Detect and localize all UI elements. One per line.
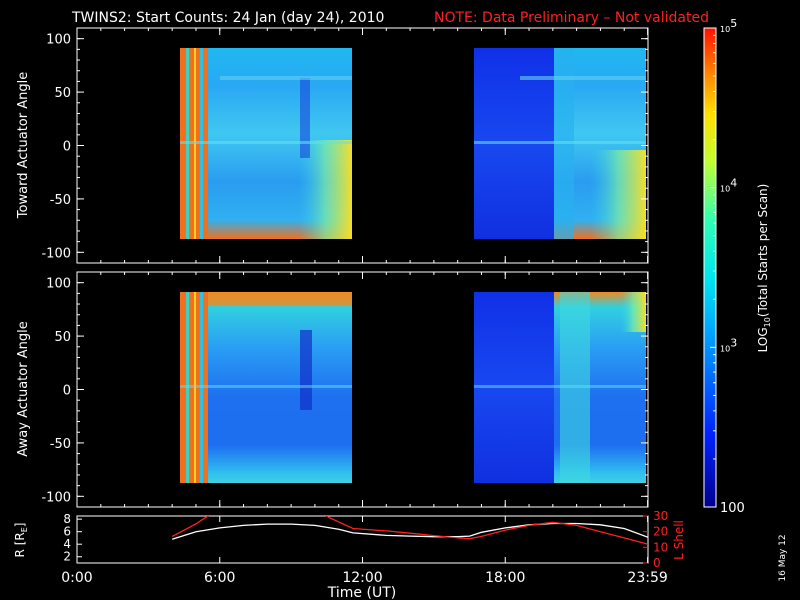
lshell-line (325, 516, 648, 545)
colorbar-label: LOG10(Total Starts per Scan) (756, 184, 772, 353)
orbit-y-label-end: ] (13, 523, 27, 528)
away-heatmap (180, 292, 646, 483)
away-y-label: Away Actuator Angle (16, 321, 31, 456)
colorbar-label-end: (Total Starts per Scan) (756, 184, 770, 318)
orbit-ytick-label: 2 (63, 550, 71, 564)
toward-ytick-label: 100 (46, 33, 71, 48)
toward-ytick-label: 0 (63, 140, 71, 155)
orbit-y2-label: L Shell (672, 520, 686, 560)
away-ytick-label: 0 (63, 384, 71, 399)
orbit-y2tick-label: 0 (653, 556, 661, 570)
colorbar-tick-exponent: 5 (730, 17, 737, 30)
x-tick-label: 6:00 (204, 570, 235, 586)
orbit-y2tick-label: 20 (653, 525, 668, 539)
away-ytick-label: -50 (50, 437, 71, 452)
colorbar-tick-label: 100 (720, 501, 745, 516)
toward-heatmap (180, 48, 646, 239)
orbit-ytick-label: 6 (63, 525, 71, 539)
orbit-y-label: R [RE] (13, 523, 29, 558)
orbit-ytick-label: 4 (63, 537, 71, 551)
x-tick-label: 23:59 (627, 570, 667, 586)
away-ytick-label: 100 (46, 277, 71, 292)
date-stamp: 16 May 12 (778, 534, 788, 581)
away-ytick-label: 50 (54, 330, 71, 345)
colorbar-tick-exponent: 3 (730, 336, 737, 349)
colorbar-tick-base: 100 (720, 501, 745, 516)
lshell-line (171, 516, 210, 537)
chart-title: TWINS2: Start Counts: 24 Jan (day 24), 2… (71, 10, 384, 26)
x-axis-label: Time (UT) (327, 585, 396, 600)
toward-ytick-label: -50 (50, 193, 71, 208)
away-ytick-label: -100 (41, 490, 71, 505)
toward-ytick-label: -100 (41, 246, 71, 261)
toward-y-label: Toward Actuator Angle (16, 72, 31, 219)
colorbar-tick-label: 103 (720, 336, 737, 353)
colorbar-label-sub: 10 (763, 317, 772, 327)
preliminary-note: NOTE: Data Preliminary – Not validated (434, 10, 709, 26)
colorbar-tick-label: 104 (720, 177, 737, 194)
orbit-y2tick-label: 10 (653, 540, 668, 554)
orbit-ytick-label: 8 (63, 512, 71, 526)
toward-ytick-label: 50 (54, 86, 71, 101)
colorbar-tick-exponent: 4 (730, 177, 737, 190)
colorbar (703, 27, 717, 508)
colorbar-tick-label: 105 (720, 17, 737, 34)
colorbar-tick-base: 10 (720, 185, 730, 194)
orbit-y-label-main: R [R (13, 532, 27, 557)
orbit-y2tick-label: 30 (653, 509, 668, 523)
orbit-y-label-sub: E (20, 527, 29, 532)
colorbar-tick-base: 10 (720, 25, 730, 34)
x-tick-label: 12:00 (342, 570, 382, 586)
x-tick-label: 0:00 (61, 570, 92, 586)
x-tick-label: 18:00 (485, 570, 525, 586)
colorbar-tick-base: 10 (720, 344, 730, 353)
colorbar-label-main: LOG (756, 327, 770, 352)
